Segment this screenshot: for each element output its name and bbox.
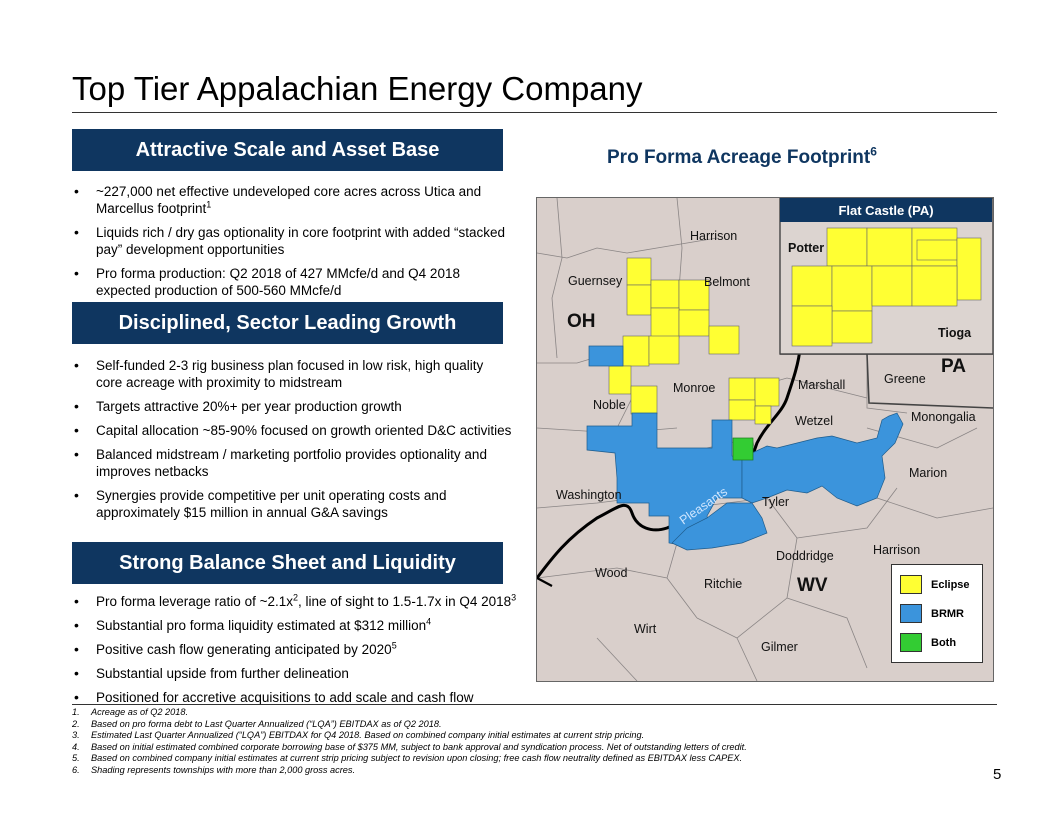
county-label: Marshall [798,378,846,392]
bullet-item: Targets attractive 20%+ per year product… [72,398,512,415]
bullet-item: ~227,000 net effective undeveloped core … [72,183,512,217]
footnote: 2. Based on pro forma debt to Last Quarte… [72,718,442,729]
county-label: Marion [909,466,948,480]
page-title: Top Tier Appalachian Energy Company [72,70,643,107]
acreage-map: Flat Castle (PA) Harrison Guernsey Belmo… [536,197,994,682]
brmr-townships [586,345,904,551]
county-label: Monroe [673,381,716,395]
county-label: Belmont [704,275,750,289]
county-label: Tioga [938,326,972,340]
bullet-item: Substantial pro forma liquidity estimate… [72,617,532,634]
page-number: 5 [993,766,1002,783]
county-label: Wirt [634,622,657,636]
county-label: Harrison [873,543,921,557]
footnote: 6. Shading represents townships with more… [72,764,356,775]
county-label: Greene [884,372,926,386]
footnote: 4. Based on initial estimated combined co… [72,741,747,752]
county-label: Guernsey [568,274,623,288]
county-label: Wood [595,566,628,580]
legend-swatch-eclipse [900,575,922,594]
bullet-item: Capital allocation ~85-90% focused on gr… [72,422,512,439]
bullet-item: Pro forma leverage ratio of ~2.1x2, line… [72,593,532,610]
bullet-item: Substantial upside from further delineat… [72,665,532,682]
bullet-list-scale: ~227,000 net effective undeveloped core … [72,183,512,306]
bullet-item: Pro forma production: Q2 2018 of 427 MMc… [72,265,512,299]
county-label: Washington [556,488,622,502]
eclipse-townships-pa [791,227,982,347]
bullet-item: Synergies provide competitive per unit o… [72,487,512,521]
both-townships [732,437,754,461]
county-label: Tyler [762,495,790,509]
county-label: Wetzel [795,414,833,428]
county-label: Noble [593,398,626,412]
county-label: Doddridge [776,549,834,563]
map-graphic [537,198,993,681]
bullet-item: Balanced midstream / marketing portfolio… [72,446,512,480]
section-heading-growth: Disciplined, Sector Leading Growth [72,302,503,344]
legend-item: Eclipse [900,575,970,594]
county-label: Ritchie [704,577,743,591]
map-legend: Eclipse BRMR Both [891,564,983,663]
county-label: Monongalia [911,410,976,424]
title-divider [72,112,997,113]
state-label-oh: OH [567,311,596,332]
inset-title: Flat Castle (PA) [780,198,992,222]
legend-item: Both [900,633,956,652]
legend-swatch-brmr [900,604,922,623]
county-label: Gilmer [761,640,798,654]
legend-swatch-both [900,633,922,652]
bullet-item: Positioned for accretive acquisitions to… [72,689,532,706]
map-title: Pro Forma Acreage Footprint6 [607,144,877,168]
section-heading-balance-sheet: Strong Balance Sheet and Liquidity [72,542,503,584]
bullet-list-growth: Self-funded 2-3 rig business plan focuse… [72,357,512,528]
county-label: Harrison [690,229,738,243]
bullet-item: Self-funded 2-3 rig business plan focuse… [72,357,512,391]
footnotes: 1. Acreage as of Q2 2018. 2. Based on pro … [72,707,972,776]
bullet-item: Liquids rich / dry gas optionality in co… [72,224,512,258]
state-label-pa: PA [941,356,966,377]
state-label-wv: WV [797,575,828,596]
footnote: 3. Estimated Last Quarter Annualized (“LQ… [72,730,645,740]
bullet-list-balance-sheet: Pro forma leverage ratio of ~2.1x2, line… [72,593,532,713]
footnote: 1. Acreage as of Q2 2018. [72,707,189,717]
bullet-item: Positive cash flow generating anticipate… [72,641,532,658]
section-heading-scale: Attractive Scale and Asset Base [72,129,503,171]
footnote-divider [72,704,997,705]
footnote: 5. Based on combined company initial esti… [72,753,743,763]
county-label: Potter [788,241,825,255]
legend-item: BRMR [900,604,964,623]
eclipse-townships-ohio [608,257,780,425]
